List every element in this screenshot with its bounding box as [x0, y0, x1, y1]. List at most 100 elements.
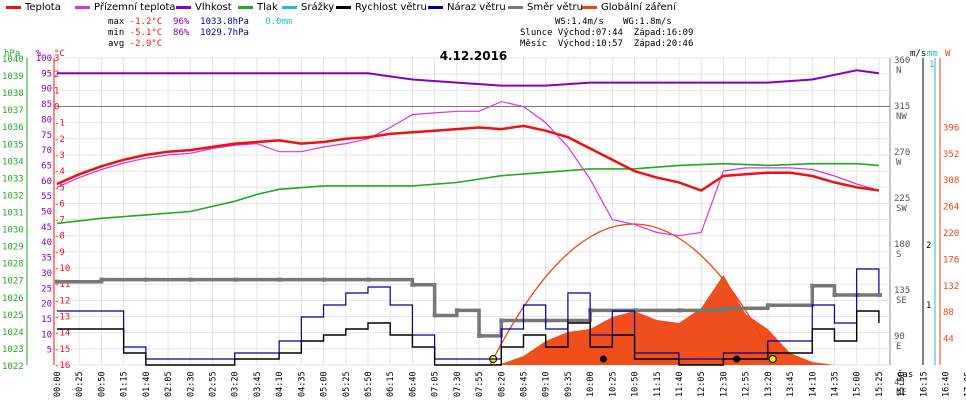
stats-min-hum: 86% [173, 28, 190, 38]
x-tick-label: 05:50 [364, 371, 374, 397]
stats-max-rain: 0.0mm [265, 17, 293, 27]
humidity-tick-label: 75 [41, 131, 52, 141]
stats-avg-label: avg [108, 39, 125, 49]
pressure-tick-label: 1032 [2, 191, 24, 201]
legend-item-tlak: Tlak [238, 2, 278, 13]
pressure-tick-label: 1034 [2, 157, 24, 167]
radiation-tick-label: 176 [943, 255, 959, 265]
direction-tick-deg: 90 [894, 332, 905, 342]
x-tick-label: 06:40 [408, 371, 418, 397]
wind-direction-line [57, 277, 879, 338]
moonrise-marker [599, 355, 607, 363]
x-tick-label: 12:30 [719, 371, 729, 397]
legend-swatch [428, 5, 443, 9]
legend-label: Teplota [25, 2, 61, 13]
legend-label: Přízemní teplota [94, 2, 176, 13]
sun-times: Slunce Východ:07:44 Západ:16:09 [520, 28, 694, 38]
x-tick-label: 13:45 [786, 371, 796, 397]
temperature-tick-label: -2 [54, 135, 65, 145]
temperature-tick-label: -7 [54, 216, 65, 226]
wind-tick-label: 1 [926, 301, 931, 311]
x-tick-label: 07:30 [453, 371, 463, 397]
stats-max-row: max -1.2°C 96% 1033.8hPa 0.0mm [108, 17, 292, 28]
stats-avg-temp: -2.9°C [129, 39, 163, 49]
sunset-marker [768, 355, 777, 363]
radiation-tick-label: 44 [943, 335, 954, 345]
legend-label: Rychlost větru [355, 2, 427, 13]
legend-swatch [336, 5, 351, 9]
legend-swatch [75, 5, 90, 9]
x-tick-label: 00:25 [75, 371, 85, 397]
stats-min-row: min -5.1°C 86% 1029.7hPa [108, 28, 249, 39]
humidity-tick-label: 95 [41, 69, 52, 79]
pressure-tick-label: 1033 [2, 174, 24, 184]
rain-axis-unit: mm [927, 49, 938, 59]
legend-item-srazky: Srážky [282, 2, 334, 13]
humidity-tick-label: 10 [41, 330, 52, 340]
humidity-tick-label: 45 [41, 223, 52, 233]
direction-tick-deg: 270 [894, 148, 910, 158]
wind-speed-line [57, 310, 880, 366]
temperature-tick-label: 0 [54, 102, 59, 112]
pressure-tick-label: 1031 [2, 209, 24, 219]
x-tick-label: 10:50 [631, 371, 641, 397]
x-tick-label: 02:05 [164, 371, 174, 397]
x-tick-label: 15:50 [897, 371, 907, 397]
stats-max-temp: -1.2°C [129, 17, 163, 27]
x-tick-label: 08:20 [497, 371, 507, 397]
humidity-tick-label: 90 [41, 85, 52, 95]
stats-max-press: 1033.8hPa [200, 17, 249, 27]
temperature-tick-label: -15 [54, 345, 70, 355]
wind-direction-mark [876, 293, 882, 297]
legend-item-smer-vetru: Směr větru [508, 2, 583, 13]
temperature-tick-label: -10 [54, 264, 70, 274]
temperature-tick-label: 1 [54, 86, 59, 96]
temperature-tick-label: -4 [54, 167, 65, 177]
humidity-tick-label: 5 [47, 346, 52, 356]
pressure-line [56, 162, 879, 225]
wind-speed-avg: WS:1.4m/s [555, 17, 604, 27]
x-tick-label: 02:55 [208, 371, 218, 397]
direction-tick-compass: NE [896, 388, 907, 398]
x-tick-label: 01:40 [142, 371, 152, 397]
x-tick-label: 14:10 [808, 371, 818, 397]
x-tick-label: 09:10 [542, 371, 552, 397]
humidity-tick-label: 70 [41, 146, 52, 156]
temperature-tick-label: -14 [54, 329, 70, 339]
pressure-tick-label: 1028 [2, 260, 24, 270]
legend-label: Náraz větru [447, 2, 506, 13]
x-tick-label: 09:35 [564, 371, 574, 397]
radiation-tick-label: 352 [943, 150, 959, 160]
direction-tick-compass: NW [896, 112, 907, 122]
direction-tick-compass: S [896, 250, 901, 260]
stats-min-press: 1029.7hPa [200, 28, 249, 38]
temperature-tick-label: 2 [54, 70, 59, 80]
temperature-tick-label: -6 [54, 199, 65, 209]
pressure-axis-unit: hPa [4, 49, 20, 59]
legend-item-rychlost-vetru: Rychlost větru [336, 2, 427, 13]
legend-swatch [282, 5, 297, 9]
x-tick-label: 11:15 [653, 371, 663, 397]
x-tick-label: 05:25 [342, 371, 352, 397]
humidity-tick-label: 85 [41, 100, 52, 110]
legend: Teplota Přízemní teplota Vlhkost Tlak Sr… [0, 1, 966, 17]
pressure-tick-label: 1029 [2, 243, 24, 253]
temperature-tick-label: -12 [54, 296, 70, 306]
temperature-tick-label: -16 [54, 361, 70, 371]
temperature-axis-unit: °C [54, 49, 65, 59]
radiation-tick-label: 396 [943, 123, 959, 133]
radiation-axis-unit: W [945, 49, 951, 59]
direction-tick-deg: 45 [894, 378, 905, 388]
radiation-tick-label: 308 [943, 176, 959, 186]
radiation-tick-label: 264 [943, 203, 959, 213]
legend-label: Vlhkost [195, 2, 232, 13]
direction-tick-compass: W [896, 158, 902, 168]
x-tick-label: 00:00 [53, 371, 63, 397]
legend-label: Tlak [257, 2, 278, 13]
temperature-tick-label: -5 [54, 183, 65, 193]
pressure-tick-label: 1039 [2, 72, 24, 82]
x-tick-label: 02:30 [186, 371, 196, 397]
direction-tick-compass: E [896, 342, 901, 352]
